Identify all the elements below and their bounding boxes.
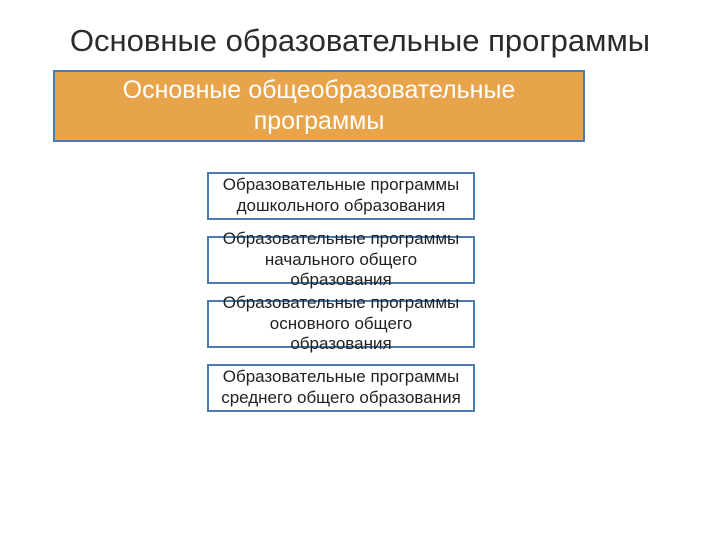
sub-box-text: Образовательные программы среднего общег… [217,367,465,408]
sub-box-text: Образовательные программы начального общ… [217,229,465,290]
sub-box-2: Образовательные программы основного обще… [207,300,475,348]
sub-box-1: Образовательные программы начального общ… [207,236,475,284]
header-box-text: Основные общеобразовательные программы [55,75,583,138]
sub-box-3: Образовательные программы среднего общег… [207,364,475,412]
sub-box-text: Образовательные программы основного обще… [217,293,465,354]
sub-box-0: Образовательные программы дошкольного об… [207,172,475,220]
sub-box-text: Образовательные программы дошкольного об… [217,175,465,216]
slide-title: Основные образовательные программы [0,0,720,62]
header-box: Основные общеобразовательные программы [53,70,585,142]
